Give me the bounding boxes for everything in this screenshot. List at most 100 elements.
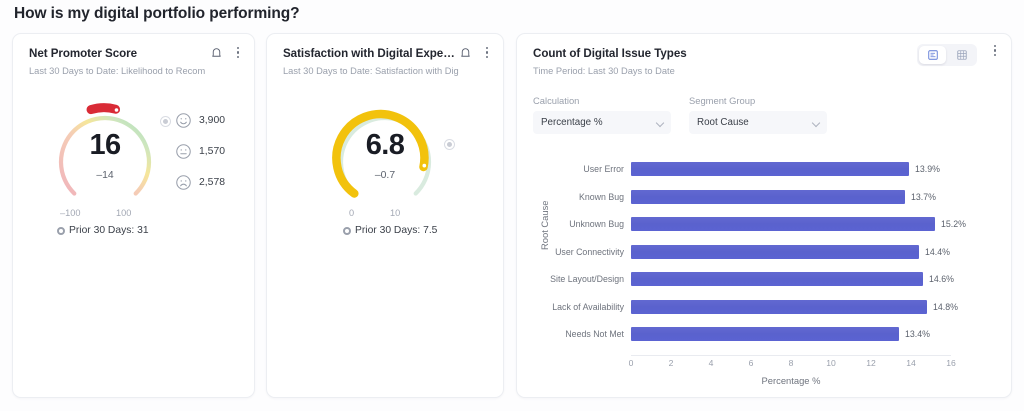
bar-chart: Root Cause User Error 13.9% Known Bug 13.7%… [517, 152, 1013, 399]
nps-gauge: 16 –14 [49, 96, 161, 208]
x-axis-tick: 14 [906, 358, 916, 368]
bar-chart-row[interactable]: Unknown Bug 15.2% [569, 211, 966, 237]
bar-fill[interactable] [631, 162, 909, 176]
bar-category-label: Known Bug [579, 191, 624, 202]
satisfaction-gauge-area: 6.8 –0.7 0 10 Prior 30 Days: 7.5 [267, 90, 503, 260]
smiley-neutral-icon [175, 143, 192, 160]
count-value: 2,578 [199, 177, 226, 188]
satisfaction-value: 6.8 [365, 129, 405, 161]
y-axis-label: Root Cause [539, 200, 550, 250]
bar-category-label: User Connectivity [555, 246, 624, 257]
list-item: 2,578 [175, 174, 225, 191]
control-calculation: Calculation Percentage % [533, 95, 671, 134]
control-label: Segment Group [689, 95, 756, 106]
kebab-menu-icon[interactable] [232, 45, 244, 60]
card-subtitle: Last 30 Days to Date: Likelihood to Reco… [29, 66, 206, 76]
card-net-promoter-score: Net Promoter Score Last 30 Days to Date:… [12, 33, 255, 398]
satisfaction-prior-label: Prior 30 Days: 7.5 [355, 225, 438, 236]
card-title: Net Promoter Score [29, 47, 137, 60]
card-count-of-digital-issue-types: Count of Digital Issue Types Time Period… [516, 33, 1012, 398]
bar-chart-row[interactable]: User Error 13.9% [583, 156, 940, 182]
nps-gauge-area: 16 –14 –100 100 Prior 30 Days: 31 [13, 90, 254, 260]
bar-chart-row[interactable]: Lack of Availability 14.8% [552, 294, 958, 320]
nps-target-marker-icon [161, 117, 170, 126]
card-subtitle: Time Period: Last 30 Days to Date [533, 66, 675, 76]
view-toggle [917, 44, 977, 66]
bar-category-label: Needs Not Met [565, 329, 624, 339]
prior-marker-icon [343, 226, 351, 235]
page-title: How is my digital portfolio performing? [14, 5, 300, 22]
bell-icon[interactable] [210, 46, 223, 60]
bar-fill[interactable] [631, 327, 899, 341]
bar-value-label: 14.8% [933, 301, 958, 312]
control-segment-group: Segment Group Root Cause [689, 95, 827, 134]
satisfaction-scale-min: 0 [349, 208, 355, 218]
bell-icon[interactable] [459, 46, 472, 60]
bar-chart-row[interactable]: Needs Not Met 13.4% [565, 321, 930, 347]
satisfaction-prior-period: Prior 30 Days: 7.5 [343, 225, 437, 236]
bar-fill[interactable] [631, 272, 923, 286]
segment-group-select[interactable]: Root Cause [689, 111, 827, 134]
nps-scale-max: 100 [116, 208, 132, 218]
card-header-actions [459, 45, 493, 60]
bar-fill[interactable] [631, 244, 919, 259]
nps-breakdown-legend: 3,900 1,570 [175, 112, 225, 191]
bar-value-label: 15.2% [941, 219, 966, 229]
smiley-happy-icon [175, 112, 192, 129]
view-toggle-chart[interactable] [919, 46, 946, 64]
selected-value: Root Cause [697, 117, 749, 128]
x-axis-tick: 10 [826, 358, 836, 368]
x-axis-tick: 8 [788, 358, 794, 368]
satisfaction-target-marker-icon [445, 140, 454, 149]
bar-category-label: Lack of Availability [552, 301, 624, 312]
chart-controls: Calculation Percentage % Segment Group R… [533, 95, 827, 134]
nps-prior-period: Prior 30 Days: 31 [57, 225, 149, 236]
bar-fill[interactable] [631, 189, 905, 204]
bar-chart-row[interactable]: Site Layout/Design 14.6% [550, 266, 954, 292]
smiley-sad-icon [175, 174, 192, 191]
satisfaction-delta: –0.7 [374, 170, 396, 181]
satisfaction-scale-max: 10 [390, 208, 401, 218]
bar-chart-row[interactable]: User Connectivity 14.4% [555, 239, 950, 265]
nps-prior-label: Prior 30 Days: 31 [69, 225, 149, 236]
bar-chart-row[interactable]: Known Bug 13.7% [579, 184, 936, 210]
chevron-down-icon [811, 118, 821, 128]
nps-scale-min: –100 [60, 208, 81, 218]
bar-value-label: 13.9% [915, 164, 940, 174]
card-header: Satisfaction with Digital Expe… Last 30 … [267, 34, 503, 76]
x-axis-tick: 12 [866, 358, 876, 368]
view-toggle-table[interactable] [948, 46, 975, 64]
card-title: Satisfaction with Digital Expe… [283, 47, 455, 60]
calculation-select[interactable]: Percentage % [533, 111, 671, 134]
bar-value-label: 14.6% [929, 274, 954, 284]
card-title: Count of Digital Issue Types [533, 47, 687, 60]
bar-category-label: Site Layout/Design [550, 274, 624, 284]
list-item: 3,900 [175, 112, 225, 129]
satisfaction-gauge: 6.8 –0.7 [329, 96, 441, 208]
x-axis-tick: 16 [946, 358, 956, 368]
x-axis-tick: 6 [748, 358, 754, 368]
card-header: Count of Digital Issue Types Time Period… [517, 34, 1011, 76]
bar-value-label: 13.7% [911, 191, 936, 202]
x-axis-label: Percentage % [761, 375, 821, 386]
count-value: 1,570 [199, 146, 226, 157]
card-header: Net Promoter Score Last 30 Days to Date:… [13, 34, 254, 76]
bar-category-label: User Error [583, 164, 624, 174]
card-header-actions [210, 45, 244, 60]
chevron-down-icon [655, 118, 665, 128]
card-subtitle: Last 30 Days to Date: Satisfaction with … [283, 66, 459, 76]
kebab-menu-icon[interactable] [481, 45, 493, 60]
nps-value: 16 [89, 129, 121, 161]
prior-marker-icon [57, 226, 65, 235]
nps-delta: –14 [96, 170, 114, 181]
bar-fill[interactable] [631, 217, 935, 231]
bar-value-label: 13.4% [905, 329, 930, 339]
x-axis-tick: 2 [668, 358, 674, 368]
bar-fill[interactable] [631, 299, 927, 314]
x-axis-tick: 4 [708, 358, 714, 368]
count-value: 3,900 [199, 115, 226, 126]
x-axis-line [631, 355, 951, 356]
list-item: 1,570 [175, 143, 225, 160]
kebab-menu-icon[interactable] [989, 43, 1001, 58]
